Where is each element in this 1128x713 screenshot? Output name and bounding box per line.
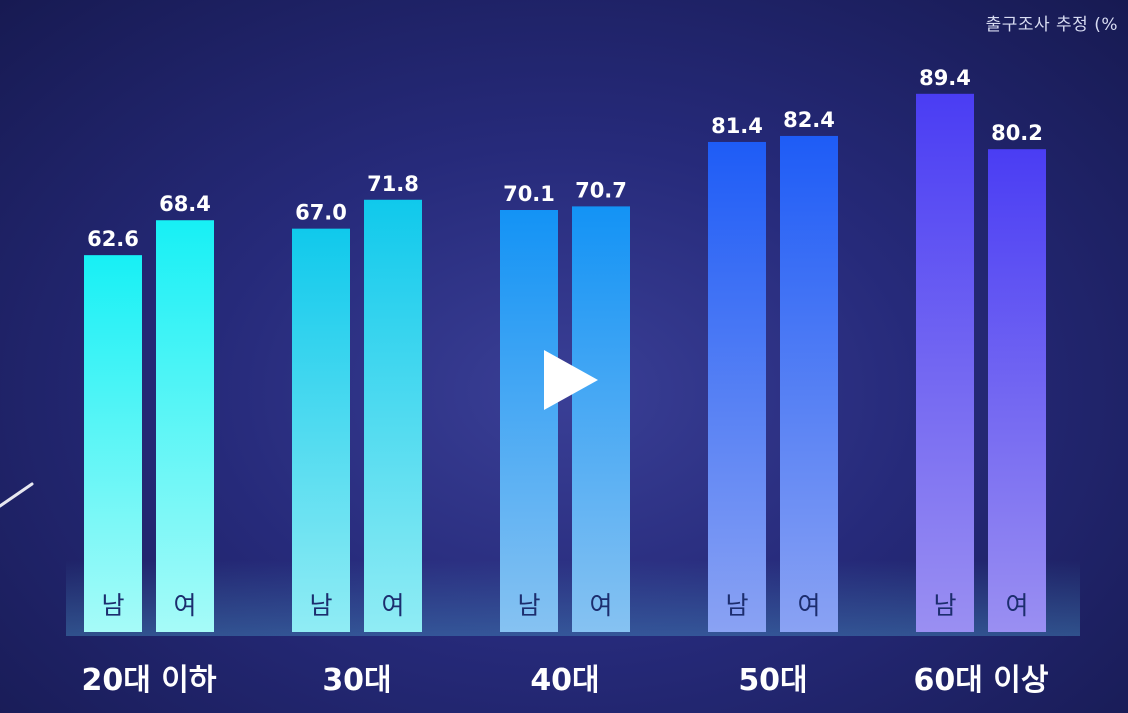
category-label: 60대 이상 xyxy=(914,663,1049,698)
category-label: 40대 xyxy=(530,663,599,698)
data-label: 62.6 xyxy=(87,227,139,251)
bar-female-3 xyxy=(780,135,838,632)
bar-female-0 xyxy=(156,220,214,632)
bar-male-3 xyxy=(708,141,766,633)
data-label: 68.4 xyxy=(159,192,211,216)
unit-label: 출구조사 추정 (% xyxy=(985,15,1118,35)
play-button[interactable] xyxy=(540,348,600,412)
bar-male-2 xyxy=(500,209,558,633)
bar-female-1 xyxy=(364,199,422,632)
data-label: 81.4 xyxy=(711,114,763,138)
series-label-in-bar: 남 xyxy=(309,591,332,620)
series-label-in-bar: 남 xyxy=(725,591,748,620)
series-label-in-bar: 여 xyxy=(173,591,196,620)
bar-female-4 xyxy=(988,149,1046,633)
bar-female-2 xyxy=(572,206,630,633)
series-label-in-bar: 여 xyxy=(1005,591,1028,620)
data-label: 70.7 xyxy=(575,178,627,202)
play-icon xyxy=(544,350,598,410)
category-label: 30대 xyxy=(322,663,391,698)
bar-male-4 xyxy=(916,93,974,632)
data-label: 80.2 xyxy=(991,121,1043,145)
data-label: 89.4 xyxy=(919,66,971,90)
series-label-in-bar: 여 xyxy=(381,591,404,620)
category-label: 50대 xyxy=(738,663,807,698)
data-label: 67.0 xyxy=(295,201,347,225)
series-label-in-bar: 남 xyxy=(933,591,956,620)
series-label-in-bar: 여 xyxy=(797,591,820,620)
data-label: 82.4 xyxy=(783,108,835,132)
series-label-in-bar: 남 xyxy=(517,591,540,620)
bar-male-1 xyxy=(292,228,350,632)
series-label-in-bar: 여 xyxy=(589,591,612,620)
data-label: 70.1 xyxy=(503,182,555,206)
category-label: 20대 이하 xyxy=(82,663,217,698)
bar-male-0 xyxy=(84,255,142,632)
pen-stroke-mark xyxy=(0,478,36,508)
series-label-in-bar: 남 xyxy=(101,591,124,620)
data-label: 71.8 xyxy=(367,172,419,196)
